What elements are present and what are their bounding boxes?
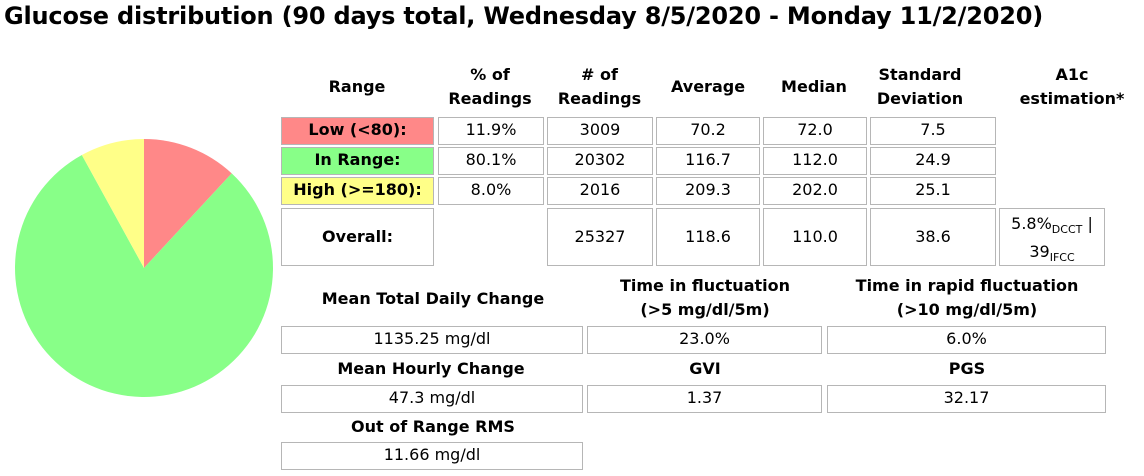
row-overall-std-dev: 38.6 [870,208,996,266]
row-low-median: 72.0 [763,117,867,145]
mean-total-daily-change-value: 1135.25 mg/dl [281,326,583,354]
a1c-ifcc-line: 39IFCC [1000,241,1104,269]
mean-hourly-change-value: 47.3 mg/dl [281,385,583,413]
a1c-dcct-sub: DCCT [1051,223,1083,237]
time-rapid-fluctuation-label-line2: (>10 mg/dl/5m) [896,300,1038,319]
out-of-range-rms-value: 11.66 mg/dl [281,442,583,470]
header-std-dev-line2: Deviation [876,89,964,108]
a1c-dcct-value: 5.8% [1011,214,1052,233]
row-high-std-dev: 25.1 [870,177,996,205]
header-a1c-line1: A1c [1055,65,1089,84]
time-rapid-fluctuation-label: Time in rapid fluctuation (>10 mg/dl/5m) [828,274,1106,322]
row-low-std-dev: 7.5 [870,117,996,145]
mean-hourly-change-label: Mean Hourly Change [337,359,525,378]
header-num: # of Readings [546,63,653,111]
row-inrange-label: In Range: [281,147,434,175]
header-average: Average [670,77,746,96]
row-inrange-median: 112.0 [763,147,867,175]
header-num-line1: # of [581,65,618,84]
time-rapid-fluctuation-value: 6.0% [827,326,1106,354]
header-a1c: A1c estimation* [1008,63,1136,111]
row-inrange-average: 116.7 [656,147,760,175]
row-inrange-std-dev: 24.9 [870,147,996,175]
header-pct-line1: % of [470,65,510,84]
pie-slice-in-range [14,154,273,397]
header-range: Range [328,77,386,96]
row-overall-average: 118.6 [656,208,760,266]
time-rapid-fluctuation-label-line1: Time in rapid fluctuation [855,276,1079,295]
pgs-label: PGS [948,359,986,378]
row-low-pct: 11.9% [438,117,544,145]
row-overall-label: Overall: [281,208,434,266]
header-num-line2: Readings [557,89,642,108]
a1c-ifcc-sub: IFCC [1049,251,1075,265]
header-pct-line2: Readings [448,89,532,108]
out-of-range-rms-label: Out of Range RMS [351,417,515,436]
row-overall-num: 25327 [547,208,653,266]
gvi-value: 1.37 [587,385,822,413]
row-overall-median: 110.0 [763,208,867,266]
time-fluctuation-label: Time in fluctuation (>5 mg/dl/5m) [588,274,822,322]
header-median: Median [781,77,847,96]
a1c-dcct-line: 5.8%DCCT | [1000,213,1104,241]
time-fluctuation-label-line1: Time in fluctuation [619,276,791,295]
pgs-value: 32.17 [827,385,1106,413]
row-high-num: 2016 [547,177,653,205]
row-high-median: 202.0 [763,177,867,205]
row-high-pct: 8.0% [438,177,544,205]
row-high-average: 209.3 [656,177,760,205]
gvi-label: GVI [689,359,721,378]
header-std-dev-line1: Standard [878,65,962,84]
page-title: Glucose distribution (90 days total, Wed… [4,2,1043,30]
row-low-average: 70.2 [656,117,760,145]
a1c-separator: | [1082,214,1093,233]
header-pct: % of Readings [437,63,543,111]
row-inrange-num: 20302 [547,147,653,175]
row-high-label: High (>=180): [281,177,434,205]
row-low-num: 3009 [547,117,653,145]
header-a1c-line2: estimation* [1019,89,1125,108]
a1c-estimation-cell: 5.8%DCCT | 39IFCC [999,208,1105,266]
header-std-dev: Standard Deviation [869,63,971,111]
glucose-pie-chart [14,139,273,397]
time-fluctuation-value: 23.0% [587,326,822,354]
pie-slice-high-180 [81,139,144,268]
mean-total-daily-change-label: Mean Total Daily Change [321,289,545,308]
time-fluctuation-label-line2: (>5 mg/dl/5m) [640,300,770,319]
a1c-ifcc-value: 39 [1029,242,1050,262]
row-low-label: Low (<80): [281,117,434,145]
row-inrange-pct: 80.1% [438,147,544,175]
pie-slice-low-80 [144,139,232,268]
